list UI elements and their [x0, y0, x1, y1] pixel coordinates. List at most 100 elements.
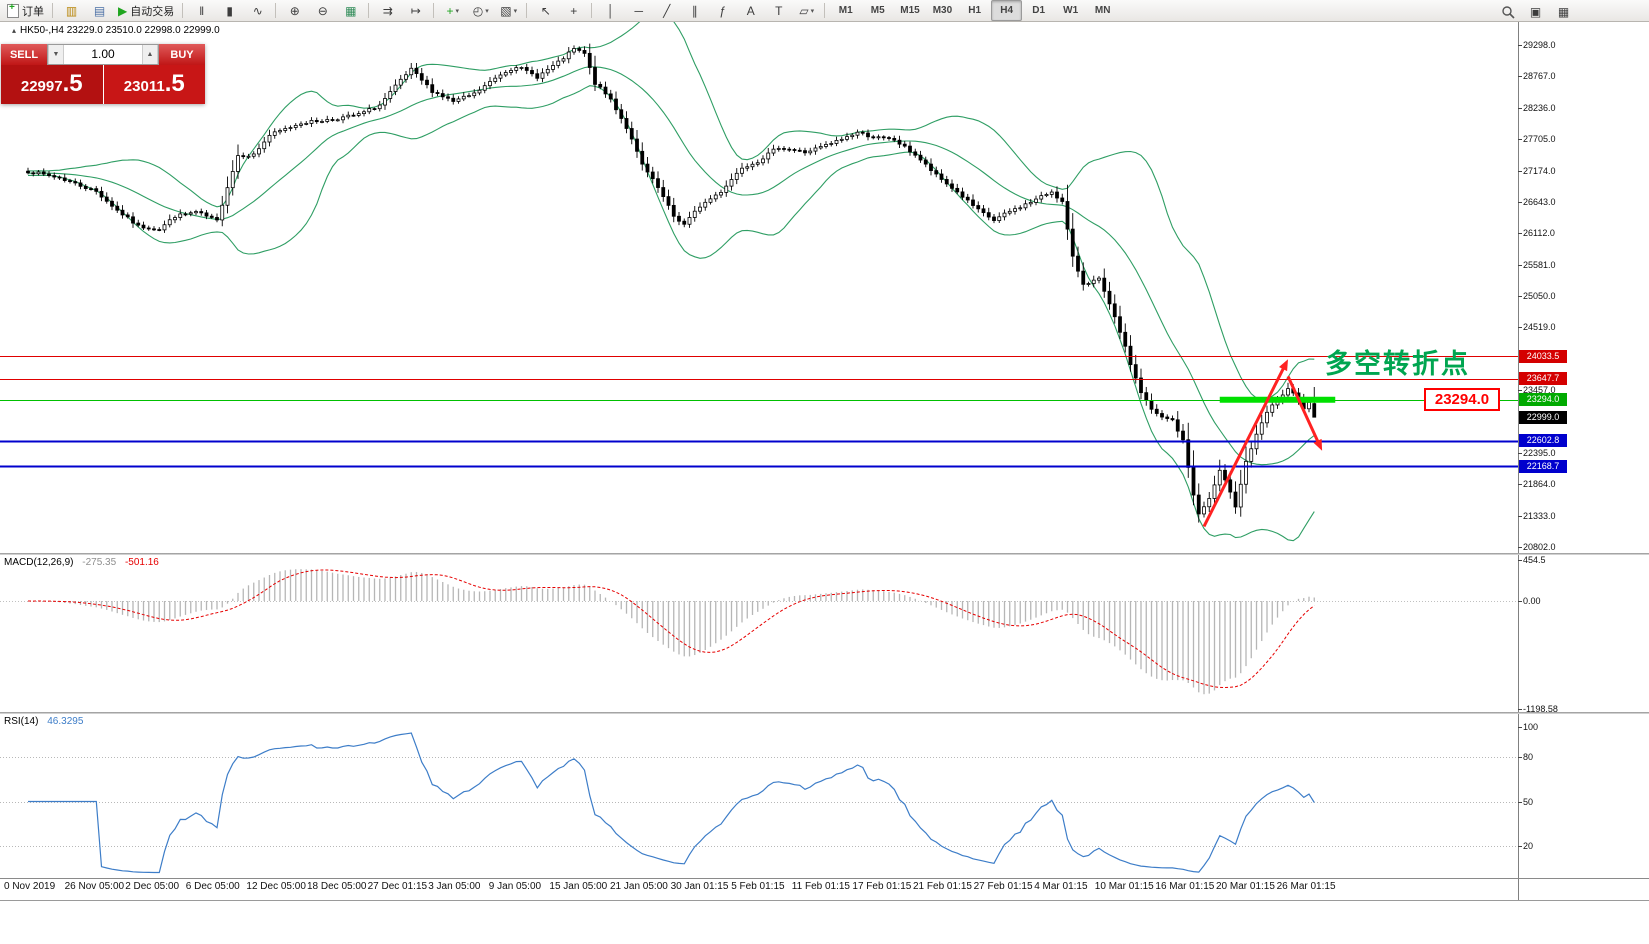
rsi-name: RSI(14)	[4, 716, 39, 727]
tf-d1[interactable]: D1	[1023, 0, 1054, 21]
buy-price[interactable]: 23011.5	[103, 65, 205, 104]
new-order-icon	[7, 2, 19, 18]
cascade-windows-icon[interactable]: ▦	[1557, 4, 1570, 19]
cursor-icon-glyph: ↖	[540, 3, 551, 18]
channel-icon[interactable]: ∥	[681, 0, 708, 21]
time-axis-label: 5 Feb 01:15	[731, 881, 785, 892]
time-axis-label: 20 Mar 01:15	[1216, 881, 1275, 892]
tf-h4[interactable]: H4	[991, 0, 1023, 21]
buy-button[interactable]: BUY	[159, 44, 205, 65]
hline-objects[interactable]	[0, 356, 1518, 468]
bar-chart-type-icon[interactable]: ‖	[188, 0, 215, 21]
time-axis-label: 26 Nov 05:00	[64, 881, 125, 892]
horizontal-line-icon[interactable]: ─	[625, 0, 652, 21]
new-window-icon[interactable]: ▣	[1529, 4, 1542, 19]
macd-value: -275.35	[82, 557, 117, 568]
toolbar-separator	[52, 3, 53, 18]
time-axis-label: 16 Mar 01:15	[1155, 881, 1215, 892]
volume-increase-button[interactable]: ▲	[142, 45, 158, 64]
candlestick-type-icon[interactable]: ▮	[216, 0, 243, 21]
search-icon[interactable]	[1494, 1, 1521, 22]
trendline-icon[interactable]: ╱	[653, 0, 680, 21]
chart-shift-icon[interactable]: ↦	[402, 0, 429, 21]
rsi-tick-label: 20	[1523, 841, 1534, 852]
new-order-button[interactable]: 订单	[3, 0, 48, 21]
zoom-out-icon[interactable]: ⊖	[309, 0, 336, 21]
macd-tick-label: 454.5	[1523, 555, 1546, 565]
tf-m30[interactable]: M30	[927, 0, 958, 21]
line-chart-type-icon[interactable]: ∿	[244, 0, 271, 21]
trend-arrows[interactable]	[1202, 359, 1323, 528]
price-tick-label: 21864.0	[1523, 479, 1556, 490]
price-level-tag[interactable]: 23294.0	[1424, 388, 1500, 411]
sell-button[interactable]: SELL	[1, 44, 47, 65]
toolbar-separator	[591, 3, 593, 18]
magnifier-glyph	[1501, 5, 1515, 19]
vertical-line-icon[interactable]: │	[597, 0, 624, 21]
market-watch-icon[interactable]: ▥	[58, 0, 85, 21]
tile-windows-icon-glyph: ▦	[345, 3, 357, 18]
fibonacci-icon[interactable]: ƒ	[709, 0, 736, 21]
time-axis-label: 26 Mar 01:15	[1276, 881, 1336, 892]
collapse-icon[interactable]: ▴	[12, 26, 17, 35]
turning-point-annotation[interactable]: 多空转折点	[1325, 349, 1470, 379]
time-axis-label: 2 Dec 05:00	[125, 881, 180, 892]
tf-mn[interactable]: MN	[1087, 0, 1118, 21]
tf-h1[interactable]: H1	[959, 0, 990, 21]
tf-h1-label: H1	[968, 5, 982, 16]
price-tick-label: 21333.0	[1523, 510, 1556, 521]
axis-price-chip: 22602.8	[1519, 434, 1567, 448]
tile-windows-icon[interactable]: ▦	[337, 0, 364, 21]
tf-m5[interactable]: M5	[862, 0, 893, 21]
periods-icon[interactable]: ◴ ▾	[467, 0, 494, 21]
autotrading-button-glyph: ▶	[118, 3, 128, 18]
tf-m30-label: M30	[932, 5, 953, 16]
zoom-in-icon[interactable]: ⊕	[281, 0, 308, 21]
dropdown-caret-icon: ▾	[810, 7, 815, 15]
price-tick-label: 25050.0	[1523, 291, 1556, 301]
shapes-icon[interactable]: ▱ ▾	[793, 0, 820, 21]
tf-m1-label: M1	[838, 5, 853, 16]
price-tick-label: 28236.0	[1523, 102, 1556, 113]
indicators-icon[interactable]: + ▾	[439, 0, 466, 21]
tf-m5-label: M5	[870, 5, 885, 16]
sell-price[interactable]: 22997.5	[1, 65, 103, 104]
tf-m15[interactable]: M15	[894, 0, 925, 21]
time-axis-label: 6 Dec 05:00	[185, 881, 240, 892]
templates-icon[interactable]: ▧ ▾	[495, 0, 522, 21]
text-label-icon[interactable]: T	[765, 0, 792, 21]
crosshair-icon[interactable]: +	[560, 0, 587, 21]
volume-box: ▼ 1.00 ▲	[47, 44, 159, 65]
candles-layer	[26, 43, 1317, 523]
tf-m1[interactable]: M1	[830, 0, 861, 21]
volume-decrease-button[interactable]: ▼	[48, 45, 64, 64]
rsi-tick-label: 100	[1523, 722, 1539, 732]
autotrading-button-label: 自动交易	[130, 5, 175, 18]
pane-separator[interactable]	[0, 553, 1649, 555]
time-axis-label: 3 Jan 05:00	[428, 881, 481, 892]
navigator-icon[interactable]: ▤	[86, 0, 113, 21]
pane-separator[interactable]	[0, 712, 1649, 714]
text-icon[interactable]: A	[737, 0, 764, 21]
time-axis-label: 12 Dec 05:00	[246, 881, 306, 892]
auto-scroll-icon-glyph: ⇉	[382, 3, 393, 18]
axis-price-chip: 23294.0	[1519, 393, 1567, 407]
tf-w1[interactable]: W1	[1055, 0, 1086, 21]
price-tick-label: 26643.0	[1523, 196, 1556, 207]
toolbar-separator	[182, 3, 184, 18]
auto-scroll-icon[interactable]: ⇉	[374, 0, 401, 21]
price-tick-label: 24519.0	[1523, 322, 1556, 333]
cursor-icon[interactable]: ↖	[532, 0, 559, 21]
volume-input[interactable]: 1.00	[91, 47, 115, 61]
tf-w1-label: W1	[1063, 5, 1079, 16]
autotrading-button[interactable]: ▶ 自动交易	[114, 0, 178, 21]
toolbar-separator	[368, 3, 370, 18]
toolbar-separator	[824, 3, 826, 18]
dropdown-caret-icon: ▾	[485, 7, 489, 15]
time-axis-label: 15 Jan 05:00	[549, 881, 608, 892]
one-click-trading-panel: SELL ▼ 1.00 ▲ BUY 22997.5 23011.5	[1, 44, 205, 104]
sell-price-main: 22997	[20, 78, 63, 95]
window-bottom-edge	[0, 900, 1649, 901]
